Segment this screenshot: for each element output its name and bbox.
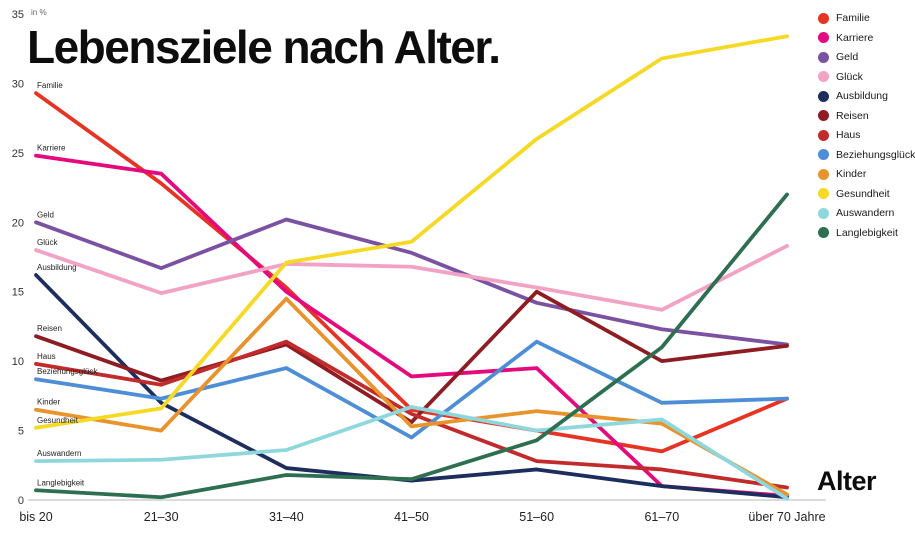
- series-line-gesundheit: [34, 34, 789, 430]
- series-start-label: Glück: [37, 238, 58, 247]
- legend-item-ausbildung: Ausbildung: [818, 90, 888, 102]
- y-tick-label: 15: [12, 287, 24, 299]
- x-tick-label: über 70 Jahre: [748, 510, 825, 524]
- chart-title: Lebensziele nach Alter.: [27, 21, 501, 73]
- legend-dot: [818, 90, 829, 102]
- legend-item-langlebigkeit: Langlebigkeit: [818, 227, 898, 239]
- legend-dot: [818, 207, 829, 219]
- series-start-label: Auswandern: [37, 449, 81, 458]
- legend-item-haus: Haus: [818, 129, 861, 141]
- legend-dot: [818, 51, 829, 63]
- legend-dot: [818, 168, 829, 180]
- y-tick-label: 25: [12, 148, 24, 160]
- legend-label: Kinder: [836, 168, 867, 180]
- x-tick-label: 61–70: [644, 510, 679, 524]
- series-start-label: Haus: [37, 352, 56, 361]
- legend-label: Haus: [836, 129, 861, 141]
- legend-item-auswandern: Auswandern: [818, 207, 894, 219]
- legend-dot: [818, 12, 829, 24]
- legend-dot: [818, 227, 829, 238]
- legend-item-geld: Geld: [818, 51, 858, 63]
- legend-label: Gesundheit: [836, 187, 890, 200]
- legend-label: Glück: [836, 70, 863, 83]
- legend-dot: [818, 188, 829, 199]
- x-tick-label: 31–40: [269, 510, 304, 524]
- series-start-label: Kinder: [37, 398, 60, 407]
- x-tick-label: 51–60: [519, 510, 554, 524]
- series-line-haus: [34, 339, 789, 490]
- series-start-label: Langlebigkeit: [37, 478, 85, 487]
- y-tick-label: 10: [12, 356, 24, 368]
- legend-item-familie: Familie: [818, 12, 870, 24]
- legend-label: Auswandern: [836, 207, 895, 219]
- legend-label: Reisen: [836, 109, 869, 122]
- y-tick-label: 0: [18, 495, 24, 507]
- legend-label: Ausbildung: [836, 90, 888, 102]
- series-line-auswandern: [34, 405, 789, 501]
- series-line-glück: [34, 243, 789, 312]
- legend-item-reisen: Reisen: [818, 110, 869, 122]
- x-tick-label: 41–50: [394, 510, 429, 524]
- legend: Familie Karriere Geld Glück Ausbildung Reisen…: [818, 12, 915, 239]
- series-start-label: Familie: [37, 81, 63, 90]
- series-start-label: Geld: [37, 210, 54, 219]
- legend-dot: [818, 32, 829, 43]
- y-tick-label: 30: [12, 78, 24, 90]
- y-axis-unit-label: in %: [31, 8, 47, 17]
- legend-item-gesundheit: Gesundheit: [818, 188, 890, 200]
- legend-label: Beziehungsglück: [836, 148, 915, 161]
- series-start-label: Ausbildung: [37, 263, 77, 272]
- series-line-langlebigkeit: [34, 192, 789, 500]
- legend-label: Langlebigkeit: [836, 226, 898, 239]
- series-start-label: Karriere: [37, 144, 66, 153]
- series-line-familie: [34, 91, 789, 454]
- legend-label: Familie: [836, 12, 870, 24]
- legend-label: Geld: [836, 51, 859, 63]
- series-line-reisen: [34, 289, 789, 425]
- y-tick-label: 20: [12, 217, 24, 229]
- legend-item-beziehungsglück: Beziehungsglück: [818, 149, 915, 161]
- legend-dot: [818, 110, 829, 121]
- y-tick-label: 35: [12, 9, 24, 21]
- series-line-geld: [34, 217, 789, 347]
- legend-item-karriere: Karriere: [818, 32, 873, 44]
- y-tick-label: 5: [18, 426, 24, 438]
- x-tick-label: 21–30: [144, 510, 179, 524]
- x-axis-title: Alter: [817, 466, 877, 496]
- x-tick-label: bis 20: [19, 510, 52, 524]
- legend-dot: [818, 129, 829, 141]
- legend-dot: [818, 71, 829, 82]
- series-start-label: Reisen: [37, 324, 62, 333]
- series-start-label: Beziehungsglück: [37, 367, 98, 376]
- series-line-beziehungsglück: [34, 339, 789, 440]
- legend-dot: [818, 149, 829, 160]
- series-line-ausbildung: [34, 273, 789, 500]
- legend-item-kinder: Kinder: [818, 168, 866, 180]
- series-start-label: Gesundheit: [37, 416, 79, 425]
- legend-item-glück: Glück: [818, 71, 863, 83]
- legend-label: Karriere: [836, 31, 874, 44]
- series-line-kinder: [34, 296, 789, 497]
